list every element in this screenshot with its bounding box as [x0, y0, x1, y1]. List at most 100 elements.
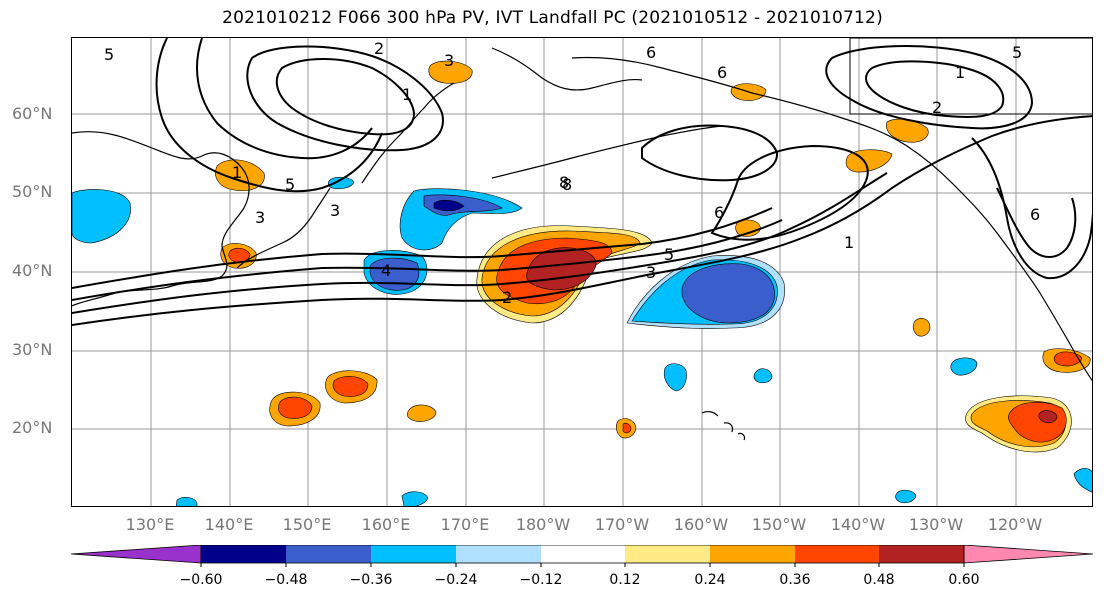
contour-label-6-alaska: 6 — [1030, 205, 1040, 224]
colorbar-bin-7 — [710, 545, 795, 563]
contour-label-5-nw-coast: 5 — [1012, 43, 1022, 62]
colorbar-tick-label-024: 0.24 — [694, 572, 726, 588]
colorbar-tick-label-036: 0.36 — [779, 572, 811, 588]
pv-contour-trough-east — [971, 137, 1092, 280]
negative-anomaly-150w-sub — [753, 368, 773, 384]
colorbar-tick-label-012: 0.12 — [609, 572, 641, 588]
coastline-asia — [72, 131, 250, 307]
contour-label-3-jet: 3 — [646, 263, 656, 282]
lon-label-170e: 170°E — [440, 515, 490, 534]
negative-anomaly-160w-core — [681, 263, 775, 324]
contour-label-6-loop: 6 — [714, 203, 724, 222]
negative-anomaly-bottom-145e — [175, 497, 198, 506]
coastline-bering — [491, 47, 643, 91]
colorbar — [71, 545, 1093, 567]
lon-label-170w: 170°W — [594, 515, 650, 534]
contour-label-4-jet: 4 — [381, 261, 391, 280]
colorbar-extend-high — [963, 545, 1093, 564]
contour-label-1-nw: 1 — [402, 85, 412, 104]
positive-anomaly-subtropical-east-peak — [1038, 410, 1058, 424]
negative-anomaly-130w-sub — [950, 357, 978, 376]
pv-contours — [72, 38, 1092, 326]
negative-anomaly-50n-160e — [327, 176, 355, 190]
negative-anomaly-bottom-right — [1073, 468, 1092, 493]
contour-label-5-jet: 5 — [664, 245, 674, 264]
colorbar-tick-label-neg024: −0.24 — [434, 572, 478, 588]
colorbar-bin-5 — [541, 545, 625, 563]
lon-label-160e: 160°E — [361, 515, 411, 534]
colorbar-bin-8 — [795, 545, 879, 563]
contour-label-3-nw: 3 — [444, 51, 454, 70]
colorbar-bin-6 — [625, 545, 710, 563]
lat-label-50n: 50°N — [12, 182, 53, 201]
positive-anomaly-160w-north — [735, 219, 761, 237]
region-box-northeast — [849, 38, 1092, 115]
negative-anomaly-170e-peak — [433, 199, 465, 212]
coastline-japan — [236, 187, 331, 269]
colorbar-tick-label-neg012: −0.12 — [519, 572, 563, 588]
contour-label-8-gulf: 8 — [562, 175, 572, 194]
lon-label-150e: 150°E — [282, 515, 332, 534]
contour-label-8-aleutian: 8 — [559, 173, 569, 192]
colorbar-bin-9 — [879, 545, 964, 563]
pv-contour-2 — [72, 115, 1092, 326]
pv-contour-trough-west — [155, 38, 383, 193]
lon-label-140w: 140°W — [830, 515, 886, 534]
lon-label-140e: 140°E — [204, 515, 254, 534]
contour-label-1-east: 1 — [844, 233, 854, 252]
ivt-anomaly-fill — [72, 60, 1092, 506]
coastline-hawaii — [701, 410, 746, 441]
lat-label-30n: 30°N — [12, 340, 53, 359]
negative-anomaly-west-edge — [72, 189, 131, 244]
colorbar-bin-1 — [201, 545, 286, 563]
pv-contour-ridge-ne-inner — [865, 60, 1005, 118]
lat-label-20n: 20°N — [12, 418, 53, 437]
pv-contour-ridge-ne — [825, 45, 1034, 130]
map-title: 2021010212 F066 300 hPa PV, IVT Landfall… — [222, 8, 883, 28]
positive-anomaly-west-coast-us — [912, 318, 931, 337]
lon-label-130e: 130°E — [125, 515, 175, 534]
positive-anomaly-northern-pacific — [428, 60, 473, 84]
contour-label-1-west: 1 — [232, 163, 242, 182]
contour-label-6-n: 6 — [646, 43, 656, 62]
coastline-aleutians — [491, 125, 723, 179]
lon-label-130w: 130°W — [908, 515, 964, 534]
pv-contour-trough-west2 — [196, 38, 373, 160]
contour-labels: 5 2 3 1 6 1 6 2 5 3 1 5 3 8 4 5 3 2 6 1 … — [104, 39, 1040, 307]
contour-label-2-jet: 2 — [502, 288, 512, 307]
colorbar-tick-label-neg060: −0.60 — [179, 572, 223, 588]
colorbar-tick-label-048: 0.48 — [863, 572, 895, 588]
contour-label-3-kamchatka: 3 — [330, 201, 340, 220]
pv-contour-low-nw — [246, 45, 444, 152]
colorbar-bin-2 — [286, 545, 371, 563]
colorbar-tick-label-neg036: −0.36 — [349, 572, 393, 588]
negative-anomaly-bottom-160e — [401, 491, 429, 506]
map-panel: 5 2 3 1 6 1 6 2 5 3 1 5 3 8 4 5 3 2 6 1 … — [71, 37, 1093, 507]
pv-contour-3 — [72, 172, 888, 314]
lat-label-40n: 40°N — [12, 261, 53, 280]
positive-anomaly-150e-sub-core — [278, 396, 313, 419]
colorbar-ticks — [200, 563, 965, 567]
contour-label-1-ne: 1 — [955, 63, 965, 82]
map-canvas: 5 2 3 1 6 1 6 2 5 3 1 5 3 8 4 5 3 2 6 1 … — [72, 38, 1092, 506]
pv-contour-low-nw-inner — [275, 58, 416, 136]
lon-label-150w: 150°W — [751, 515, 807, 534]
pv-contour-5 — [72, 207, 773, 289]
negative-anomaly-hawaii-north — [663, 363, 687, 392]
contour-label-5-nw: 5 — [104, 45, 114, 64]
pv-contour-trough-east-inner — [996, 187, 1077, 258]
contour-label-2-ne: 2 — [932, 98, 942, 117]
colorbar-bin-4 — [456, 545, 541, 563]
lon-label-160w: 160°W — [673, 515, 729, 534]
positive-anomaly-170w-sub-core — [622, 423, 632, 434]
contour-label-6-ne: 6 — [717, 63, 727, 82]
coastline-alaska — [571, 56, 1092, 382]
lat-label-60n: 60°N — [12, 104, 53, 123]
colorbar-tick-label-060: 0.60 — [948, 572, 980, 588]
pv-contour-6-loop — [710, 144, 869, 241]
colorbar-tick-label-neg048: −0.48 — [264, 572, 308, 588]
contour-label-3-west: 3 — [255, 208, 265, 227]
positive-anomaly-japan-north — [215, 159, 265, 191]
pv-contour-8-loop — [641, 124, 779, 182]
positive-anomaly-170e-sub — [406, 404, 437, 422]
